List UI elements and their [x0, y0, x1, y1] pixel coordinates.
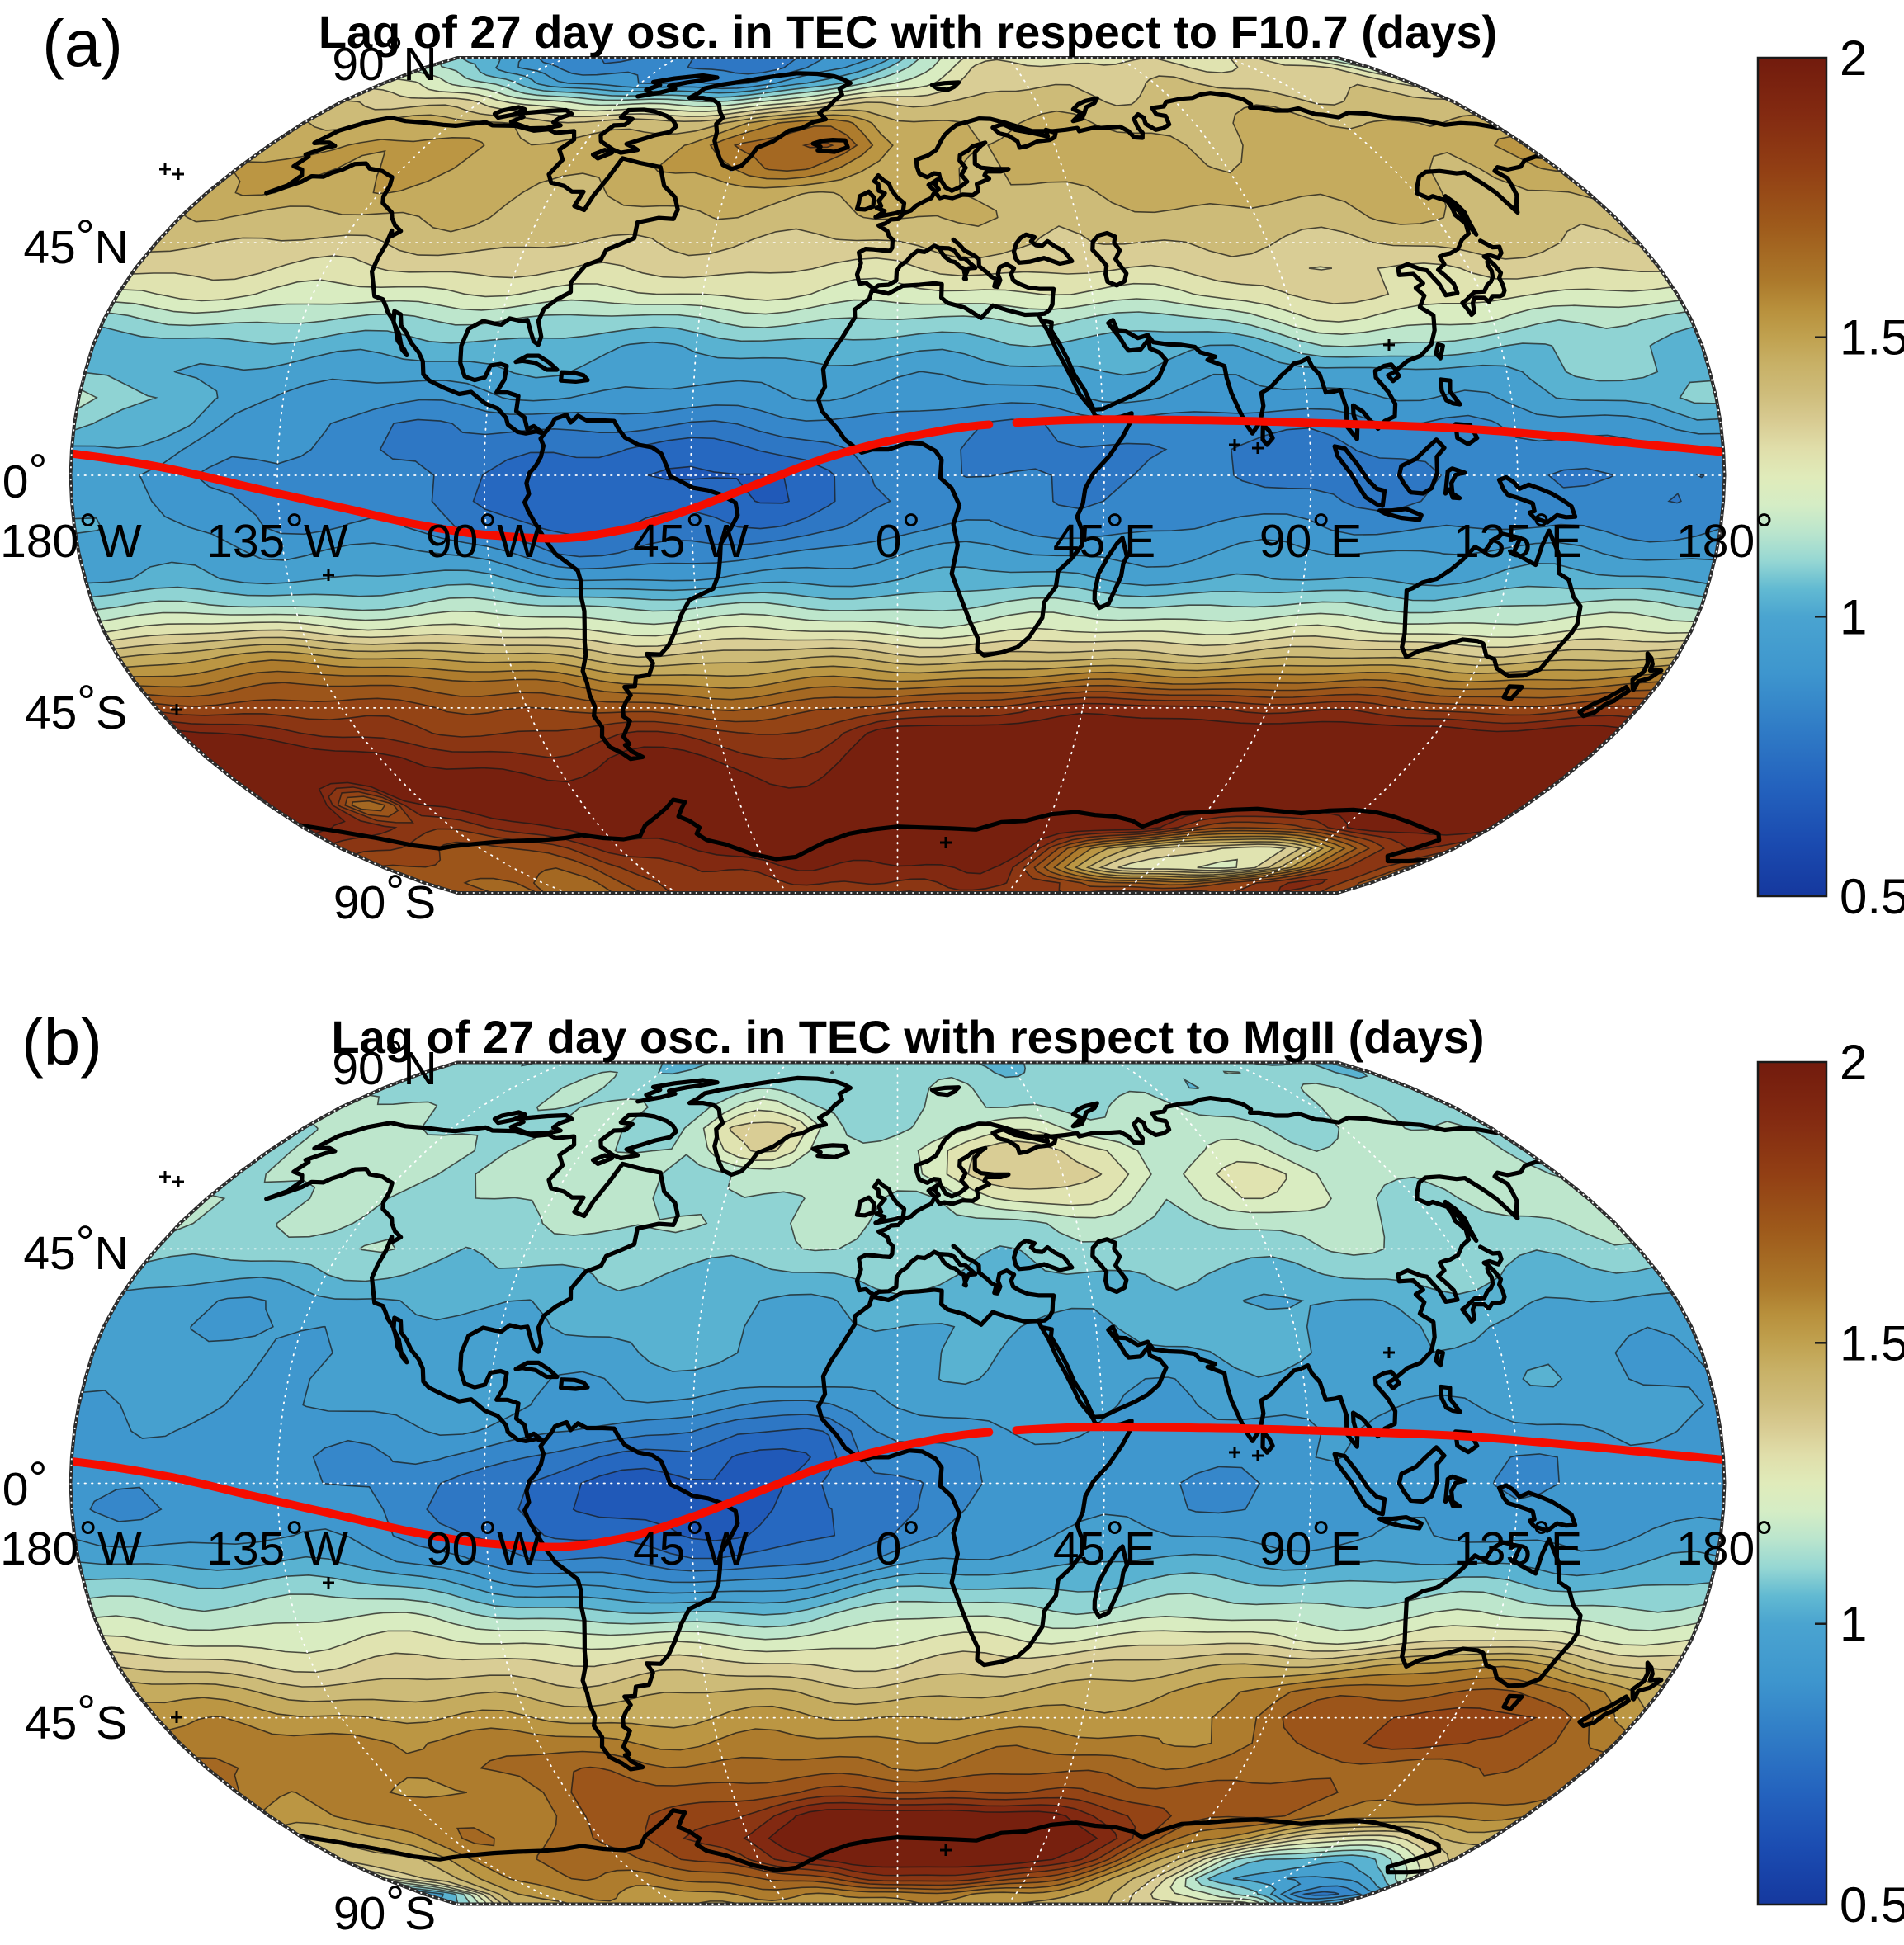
svg-text:0.5: 0.5	[1840, 1877, 1904, 1933]
svg-text:90°E: 90°E	[1259, 504, 1362, 568]
svg-text:45°E: 45°E	[1053, 504, 1155, 568]
svg-text:(a): (a)	[42, 7, 123, 80]
svg-text:45°N: 45°N	[23, 1216, 128, 1280]
svg-text:45°N: 45°N	[23, 210, 128, 274]
svg-text:(b): (b)	[21, 1005, 102, 1079]
svg-text:90°S: 90°S	[333, 866, 436, 929]
svg-text:90°W: 90°W	[426, 1512, 541, 1575]
svg-text:135°E: 135°E	[1453, 1512, 1582, 1575]
svg-text:0.5: 0.5	[1840, 869, 1904, 924]
svg-text:45°S: 45°S	[25, 676, 127, 739]
svg-text:90°N: 90°N	[332, 1032, 437, 1095]
svg-text:180°W: 180°W	[0, 504, 142, 568]
svg-text:135°W: 135°W	[206, 504, 348, 568]
svg-text:Lag of 27 day osc. in TEC with: Lag of 27 day osc. in TEC with respect t…	[319, 6, 1497, 58]
svg-text:45°S: 45°S	[25, 1686, 127, 1749]
svg-text:135°W: 135°W	[206, 1512, 348, 1575]
svg-text:1.5: 1.5	[1840, 310, 1904, 366]
svg-text:Lag of 27 day osc. in TEC with: Lag of 27 day osc. in TEC with respect t…	[331, 1011, 1484, 1063]
svg-text:90°E: 90°E	[1259, 1512, 1362, 1575]
svg-text:1.5: 1.5	[1840, 1315, 1904, 1371]
svg-text:1: 1	[1840, 1597, 1867, 1652]
svg-text:1: 1	[1840, 589, 1867, 644]
svg-text:45°E: 45°E	[1053, 1512, 1155, 1575]
svg-text:2: 2	[1840, 31, 1867, 86]
svg-text:90°N: 90°N	[332, 27, 437, 91]
svg-text:135°E: 135°E	[1453, 504, 1582, 568]
svg-text:2: 2	[1840, 1035, 1867, 1090]
svg-text:90°S: 90°S	[333, 1877, 436, 1940]
svg-text:180°W: 180°W	[0, 1512, 142, 1575]
